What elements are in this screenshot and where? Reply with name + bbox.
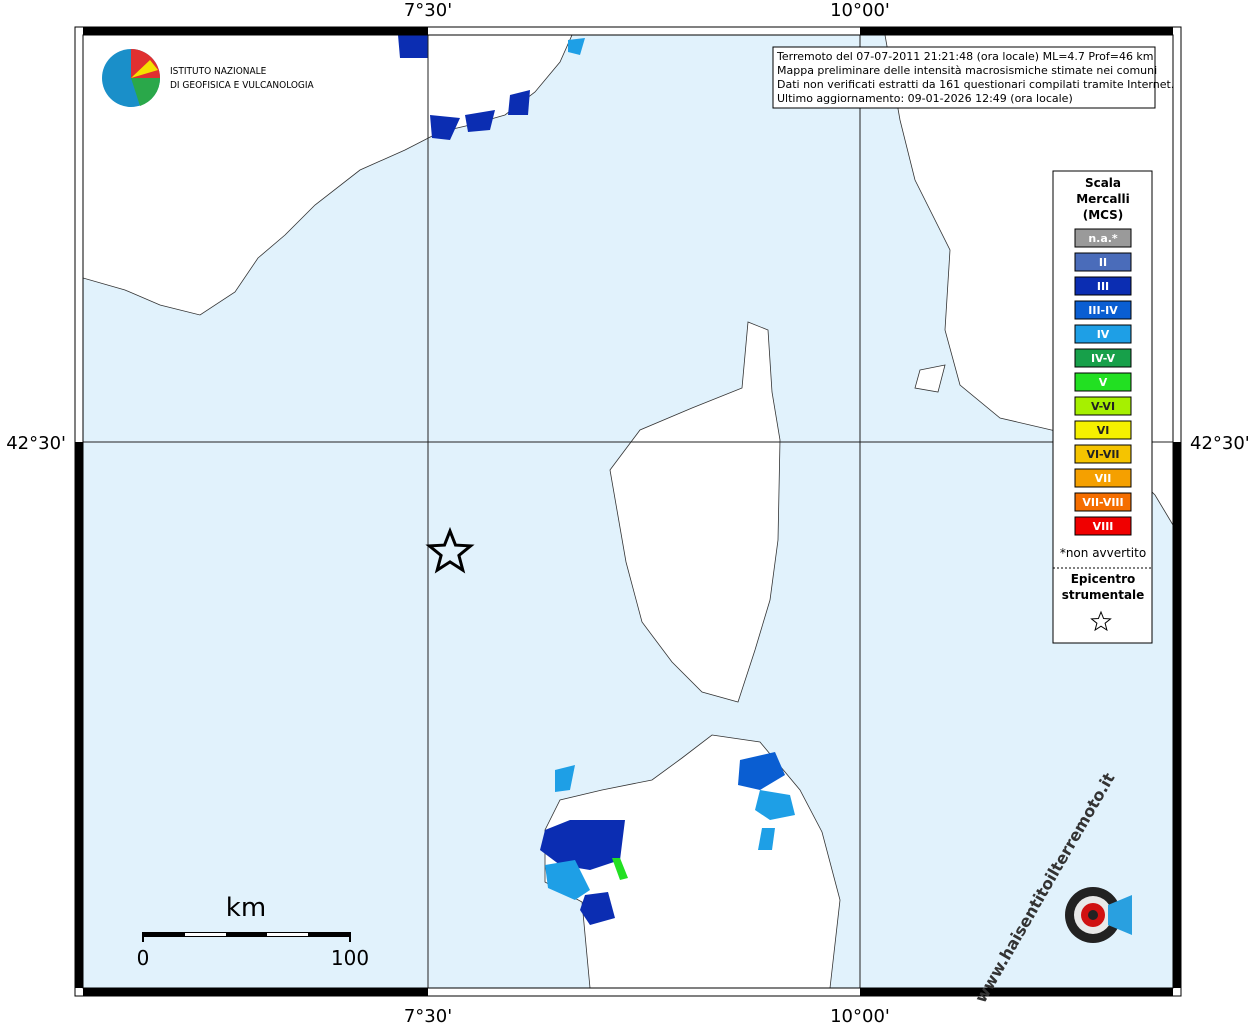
legend-label: III-IV [1088,304,1118,317]
info-box: Terremoto del 07-07-2011 21:21:48 (ora l… [772,46,1174,109]
legend-swatch [1074,324,1132,344]
lon-label: 10°00' [830,1006,890,1024]
lon-label: 7°30' [404,1006,452,1024]
legend-swatch [1074,228,1132,248]
logo-text: ISTITUTO NAZIONALE [170,66,267,77]
legend-star [1090,610,1112,632]
legend-title: Scala [1085,176,1121,190]
area [545,860,590,900]
intensity-areas [398,35,795,925]
legend-title: (MCS) [1083,208,1124,222]
area [555,765,575,792]
legend-label: VIII [1093,520,1114,533]
info-line: Ultimo aggiornamento: 09-01-2026 12:49 (… [777,92,1073,105]
legend: Scala Mercalli (MCS) *non avvertito Epic… [1052,170,1153,644]
logo: ISTITUTO NAZIONALE DI GEOFISICA E VULCAN… [102,49,315,107]
lon-label: 7°30' [404,0,452,21]
lat-label: 42°30' [6,433,66,454]
land-corsica [609,321,781,703]
info-line: Dati non verificati estratti da 161 ques… [777,78,1174,91]
epicenter-star [425,526,475,574]
legend-swatch [1074,492,1132,512]
legend-swatch [1074,252,1132,272]
area [738,752,785,790]
legend-swatch [1074,420,1132,440]
area [465,110,495,132]
legend-label: V [1099,376,1108,389]
area [398,35,428,58]
area [755,790,795,820]
legend-label: IV-V [1091,352,1116,365]
area [612,858,628,880]
legend-swatch [1074,348,1132,368]
legend-label: VI [1097,424,1110,437]
island-elba [914,364,946,393]
area [540,820,625,870]
map-frame [74,26,1182,997]
logo-text: DI GEOFISICA E VULCANOLOGIA [170,80,315,91]
info-line: Mappa preliminare delle intensità macros… [777,64,1157,77]
area [758,828,775,850]
legend-swatch [1074,372,1132,392]
legend-label: V-VI [1091,400,1115,413]
scale-label: 0 [137,946,150,970]
legend-label: II [1099,256,1107,269]
area [508,90,530,115]
legend-swatch [1074,396,1132,416]
lon-label: 10°00' [830,0,890,21]
legend-swatch [1074,468,1132,488]
legend-label: IV [1097,328,1110,341]
legend-swatch [1074,516,1132,536]
legend-epicenter: Epicentro [1071,572,1136,586]
legend-swatch [1074,300,1132,320]
legend-epicenter: strumentale [1062,588,1145,602]
lat-label: 42°30' [1190,433,1250,454]
scale-bar: km 0 100 [137,893,369,970]
legend-label: n.a.* [1088,232,1118,245]
legend-label: VI-VII [1086,448,1119,461]
legend-swatch [1074,444,1132,464]
legend-label: VII [1095,472,1112,485]
area [568,38,585,55]
legend-swatch [1074,276,1132,296]
area [430,115,460,140]
land-france [82,34,573,316]
scale-unit: km [226,893,266,923]
legend-label: III [1097,280,1109,293]
scale-label: 100 [331,946,369,970]
area [580,892,615,925]
legend-note: *non avvertito [1060,546,1146,560]
legend-title: Mercalli [1076,192,1130,206]
info-line: Terremoto del 07-07-2011 21:21:48 (ora l… [776,50,1154,63]
legend-label: VII-VIII [1082,496,1123,509]
grid-labels: 7°30' 10°00' 7°30' 10°00' 42°30' 42°30' [6,0,1250,1024]
